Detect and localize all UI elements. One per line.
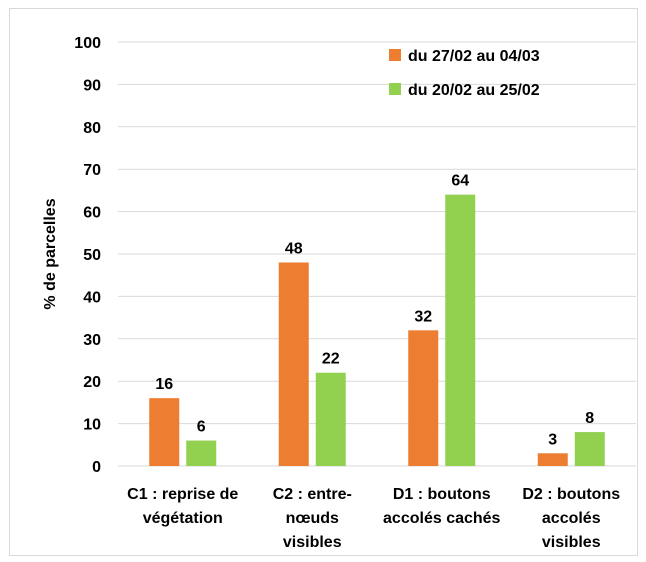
legend-label-1: du 27/02 au 04/03 <box>408 48 540 65</box>
bar-series1-cat2 <box>278 262 309 466</box>
category-label-2: C2 : entre-nœuds visibles <box>273 486 352 551</box>
data-label-series2-cat1: 6 <box>197 419 206 436</box>
gridlines <box>118 41 636 467</box>
data-label-series1-cat2: 48 <box>285 240 303 257</box>
category-label-2-line-2: nœuds <box>286 510 339 527</box>
bar-series2-cat3 <box>445 194 476 466</box>
legend-swatch-1 <box>389 49 401 61</box>
y-tick-labels: 0 10 20 30 40 50 60 70 80 90 100 <box>74 35 101 476</box>
y-tick-20: 20 <box>83 374 101 391</box>
category-label-3: D1 : boutons accolés cachés <box>383 486 501 527</box>
category-labels: C1 : reprise de végétation C2 : entre-nœud… <box>127 486 620 551</box>
data-label-series1-cat1: 16 <box>155 376 173 393</box>
bar-series1-cat4 <box>537 453 568 466</box>
data-label-series1-cat3: 32 <box>414 308 432 325</box>
bar-series2-cat1 <box>186 440 217 466</box>
category-label-3-line-2: accolés cachés <box>383 510 501 527</box>
y-tick-50: 50 <box>83 247 101 264</box>
bars <box>149 194 605 466</box>
y-tick-80: 80 <box>83 120 101 137</box>
category-label-2-line-1: C2 : entre- <box>273 486 352 503</box>
y-tick-30: 30 <box>83 332 101 349</box>
y-tick-40: 40 <box>83 289 101 306</box>
data-label-series2-cat3: 64 <box>451 173 469 190</box>
category-label-2-line-3: visibles <box>283 534 342 551</box>
y-tick-70: 70 <box>83 162 101 179</box>
y-tick-90: 90 <box>83 77 101 94</box>
category-label-4: D2 : boutons accolés visibles <box>522 486 620 551</box>
data-label-series1-cat4: 3 <box>548 431 557 448</box>
legend-swatch-2 <box>389 83 401 95</box>
category-label-4-line-3: visibles <box>542 534 601 551</box>
y-tick-0: 0 <box>92 459 101 476</box>
y-tick-100: 100 <box>74 35 101 52</box>
category-label-1-line-1: C1 : reprise de <box>127 486 238 503</box>
data-label-series2-cat2: 22 <box>322 351 340 368</box>
category-label-4-line-2: accolés <box>542 510 601 527</box>
category-label-1-line-2: végétation <box>143 510 223 527</box>
y-tick-60: 60 <box>83 205 101 222</box>
data-labels: 16 6 48 22 32 64 3 8 <box>155 173 594 449</box>
y-axis-label: % de parcelles <box>42 198 59 309</box>
category-label-4-line-1: D2 : boutons <box>522 486 620 503</box>
legend: du 27/02 au 04/03 du 20/02 au 25/02 <box>389 48 540 99</box>
bar-series1-cat1 <box>149 398 180 466</box>
category-label-1: C1 : reprise de végétation <box>127 486 238 527</box>
data-label-series2-cat4: 8 <box>585 410 594 427</box>
category-label-3-line-1: D1 : boutons <box>393 486 491 503</box>
bar-series1-cat3 <box>408 330 439 466</box>
bar-series2-cat2 <box>315 372 346 466</box>
y-tick-10: 10 <box>83 417 101 434</box>
bar-series2-cat4 <box>574 432 605 466</box>
legend-label-2: du 20/02 au 25/02 <box>408 82 540 99</box>
